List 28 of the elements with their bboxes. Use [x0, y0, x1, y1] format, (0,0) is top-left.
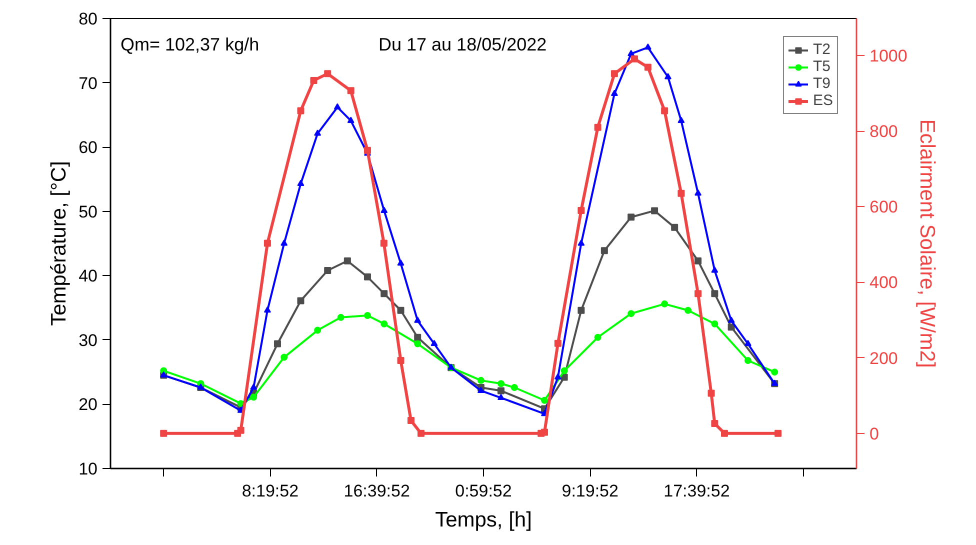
annotation: Qm= 102,37 kg/h: [120, 34, 260, 54]
y-tick-label: 30: [78, 330, 98, 350]
y2-tick-label: 800: [870, 122, 898, 142]
y-axis-title: Température, [°C]: [48, 161, 71, 326]
legend-label: T2: [812, 41, 832, 58]
legend-label: ES: [812, 92, 833, 109]
x-tick-label: 17:39:52: [664, 482, 730, 500]
y-tick-label: 80: [78, 10, 98, 28]
y-tick-label: 10: [78, 460, 98, 478]
y2-tick-label: 0: [870, 424, 879, 444]
legend-label: T5: [812, 58, 832, 75]
y2-tick-label: 200: [870, 348, 898, 368]
y-tick-label: 50: [78, 202, 98, 222]
legend-label: T9: [812, 75, 832, 92]
y-tick-label: 60: [78, 138, 98, 158]
y-tick-label: 20: [78, 395, 98, 414]
y-tick-label: 70: [78, 74, 98, 93]
x-axis-title: Temps, [h]: [435, 508, 532, 532]
x-tick-label: 9:19:52: [562, 482, 618, 500]
x-tick-label: 0:59:52: [455, 482, 512, 500]
y-tick-label: 40: [78, 266, 98, 286]
y2-tick-label: 400: [870, 273, 898, 292]
y2-tick-label: 600: [870, 198, 898, 217]
y2-tick-label: 1000: [870, 46, 908, 66]
y2-axis-title: Eclairment Solaire, [W/m2]: [915, 119, 938, 368]
x-tick-label: 16:39:52: [344, 482, 410, 500]
x-tick-label: 8:19:52: [242, 482, 299, 500]
annotation: Du 17 au 18/05/2022: [378, 34, 547, 54]
